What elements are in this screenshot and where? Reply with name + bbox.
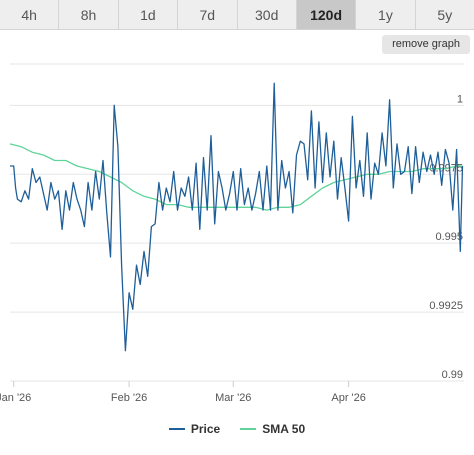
legend-label-sma50: SMA 50 (262, 422, 306, 436)
range-tabs: 4h 8h 1d 7d 30d 120d 1y 5y (0, 0, 474, 30)
range-tab-5y[interactable]: 5y (415, 0, 474, 30)
legend-swatch-sma50 (240, 428, 257, 430)
y-tick-label-2: 0.995 (435, 231, 463, 243)
legend-item-price[interactable]: Price (168, 422, 221, 436)
series-lines (9, 82, 464, 352)
range-tab-1y[interactable]: 1y (356, 0, 416, 30)
series-line-sma50 (9, 143, 463, 211)
range-tab-8h[interactable]: 8h (59, 0, 119, 30)
range-tab-4h[interactable]: 4h (0, 0, 60, 30)
x-axis-ticks: Jan '26 Feb '26 Mar '26 Apr '26 (0, 381, 366, 404)
y-tick-label-0: 0.99 (442, 369, 463, 381)
grid-lines (10, 63, 464, 382)
legend-item-sma50[interactable]: SMA 50 (240, 422, 305, 436)
range-tab-1d[interactable]: 1d (118, 0, 179, 30)
y-tick-label-1: 0.9925 (429, 300, 463, 312)
y-tick-label-4: 1 (457, 93, 463, 105)
x-tick-label-2: Mar '26 (215, 392, 251, 404)
series-line-price (10, 82, 464, 352)
legend-label-price: Price (190, 422, 221, 436)
remove-graph-button[interactable]: remove graph (382, 35, 470, 54)
x-tick-label-1: Feb '26 (111, 392, 147, 404)
x-tick-label-3: Apr '26 (331, 392, 366, 404)
range-tab-30d[interactable]: 30d (237, 0, 297, 30)
legend: Price SMA 50 (0, 419, 474, 439)
range-tab-120d[interactable]: 120d (296, 0, 357, 30)
x-tick-label-0: Jan '26 (0, 392, 31, 404)
legend-swatch-price (168, 428, 185, 430)
range-tab-7d[interactable]: 7d (178, 0, 238, 30)
